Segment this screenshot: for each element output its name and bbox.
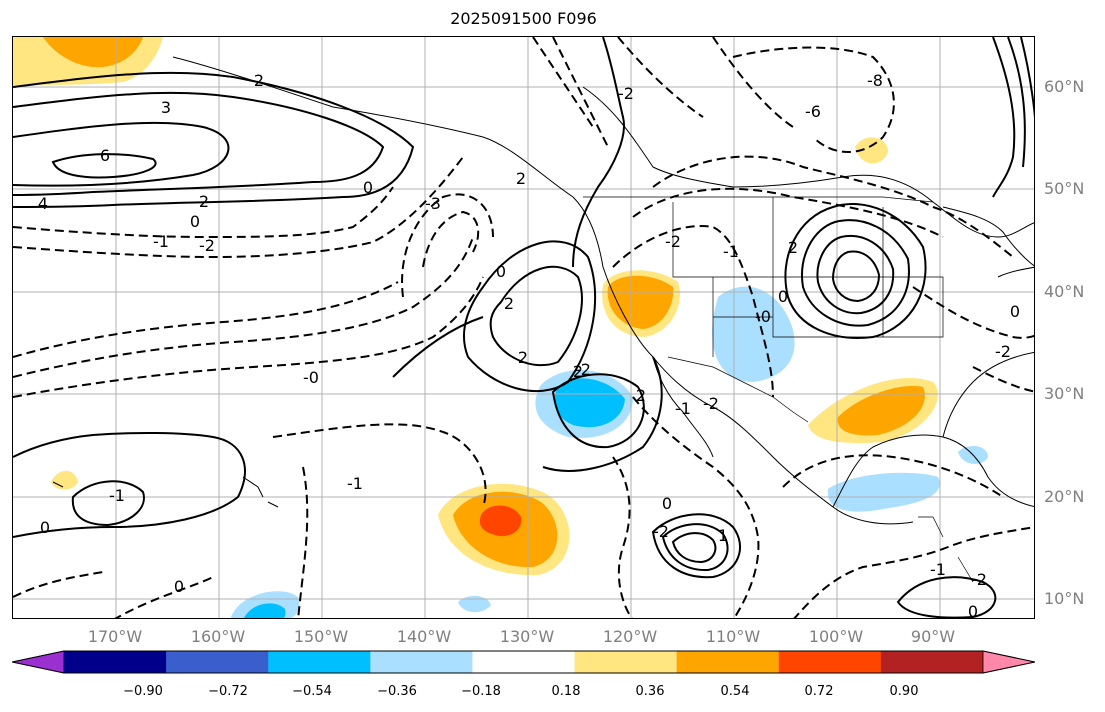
contour-label: 1 [718,526,728,545]
positive-anomaly-canada [855,137,888,164]
contour-label: -1 [153,232,169,251]
colorbar [12,650,1035,674]
contour-label: -3 [425,194,441,213]
lon-label-100w: 100°W [808,627,864,646]
colorbar-tick: 0.90 [889,684,919,699]
colorbar-extend-high [982,650,1035,674]
contour-label: -1 [723,242,739,261]
contour-label: 0 [496,262,506,281]
contour-label: 0 [1010,302,1020,321]
contour-label: -2 [575,360,591,379]
political-borders [583,196,974,583]
positive-anomaly-gulf-core [837,386,925,436]
contour-label: 2 [573,362,583,381]
colorbar-segment [574,651,678,673]
colorbar-segment [64,651,167,673]
lat-label-30n: 30°N [1044,384,1085,403]
positive-anomaly-tropical-core [479,505,522,537]
contour-label: 4 [38,194,48,213]
colorbar-tick: 0.72 [804,684,834,699]
contour-label: -8 [867,71,883,90]
lon-label-120w: 120°W [602,627,658,646]
lon-label-140w: 140°W [396,627,452,646]
colorbar-segment [880,651,984,673]
lon-label-90w: 90°W [910,627,956,646]
colorbar-segment [472,651,576,673]
lat-label-10n: 10°N [1044,589,1085,608]
negative-anomaly-southwest [712,286,795,382]
contour-label: -6 [805,102,821,121]
contour-label: -2 [995,342,1011,361]
colorbar-segment [370,651,473,673]
positive-anomaly-nw-pacific-core [43,37,143,68]
negative-anomaly-mexico [827,472,940,512]
contour-label: 0 [40,518,50,537]
lat-label-20n: 20°N [1044,487,1085,506]
negative-anomaly-hawaii-south-core [244,603,286,618]
colorbar-extend-low [12,650,65,674]
colorbar-outline [12,650,1035,674]
contour-label: -1 [930,560,946,579]
contour-label: 0 [968,602,978,619]
colorbar-segment [778,651,882,673]
colorbar-tick: 0.36 [635,684,665,699]
contour-label: -1 [109,486,125,505]
contour-label: 3 [161,98,171,117]
contour-label: 2 [516,169,526,188]
contour-label: -0 [755,307,771,326]
contour-label: -2 [703,394,719,413]
contour-label: -2 [199,236,215,255]
map-canvas: 2 3 6 4 2 0 -1 -2 0 -3 2 0 2 2 -2 -2 -0 … [13,37,1034,619]
contour-label: 2 [504,294,514,313]
lon-label-150w: 150°W [293,627,349,646]
lon-label-110w: 110°W [705,627,761,646]
contour-label: -2 [653,522,669,541]
contour-labels: 2 3 6 4 2 0 -1 -2 0 -3 2 0 2 2 -2 -2 -0 … [38,71,1020,619]
contour-label: 2 [788,238,798,257]
contour-label: 2 [199,192,209,211]
colorbar-tick: 0.54 [720,684,750,699]
positive-anomaly-small-west [51,470,78,490]
contour-label: -2 [665,232,681,251]
contour-label: -1 [347,474,363,493]
lon-label-170w: 170°W [87,627,143,646]
lat-label-60n: 60°N [1044,77,1085,96]
contour-label: -2 [618,84,634,103]
colorbar-tick: −0.54 [292,684,332,699]
map-panel: 2 3 6 4 2 0 -1 -2 0 -3 2 0 2 2 -2 -2 -0 … [12,36,1035,619]
negative-anomaly-small [458,595,491,613]
negative-contours [13,37,1034,618]
lat-label-50n: 50°N [1044,179,1085,198]
lon-label-130w: 130°W [499,627,555,646]
negative-anomaly-offshore-core [554,378,625,428]
colorbar-tick: −0.72 [208,684,248,699]
contour-label: 0 [778,287,788,306]
anomaly-shading [13,37,988,618]
colorbar-tick: −0.18 [461,684,501,699]
positive-contours [13,37,1034,618]
contour-label: 0 [662,494,672,513]
map-title: 2025091500 F096 [450,9,597,28]
contour-label: 2 [254,71,264,90]
contour-label: 2 [636,386,646,405]
contour-label: 0 [190,212,200,231]
contour-label: -1 [675,399,691,418]
lat-label-40n: 40°N [1044,282,1085,301]
colorbar-tick: −0.90 [123,684,163,699]
contour-label: -0 [303,368,319,387]
lon-label-160w: 160°W [190,627,246,646]
contour-label: -2 [971,570,987,589]
colorbar-tick: −0.36 [377,684,417,699]
contour-label: 2 [518,348,528,367]
contour-label: 0 [363,178,373,197]
colorbar-tick: 0.18 [551,684,581,699]
colorbar-segment [676,651,780,673]
colorbar-segment [268,651,371,673]
contour-label: 0 [174,577,184,596]
contour-label: 6 [100,146,110,165]
colorbar-segment [166,651,269,673]
